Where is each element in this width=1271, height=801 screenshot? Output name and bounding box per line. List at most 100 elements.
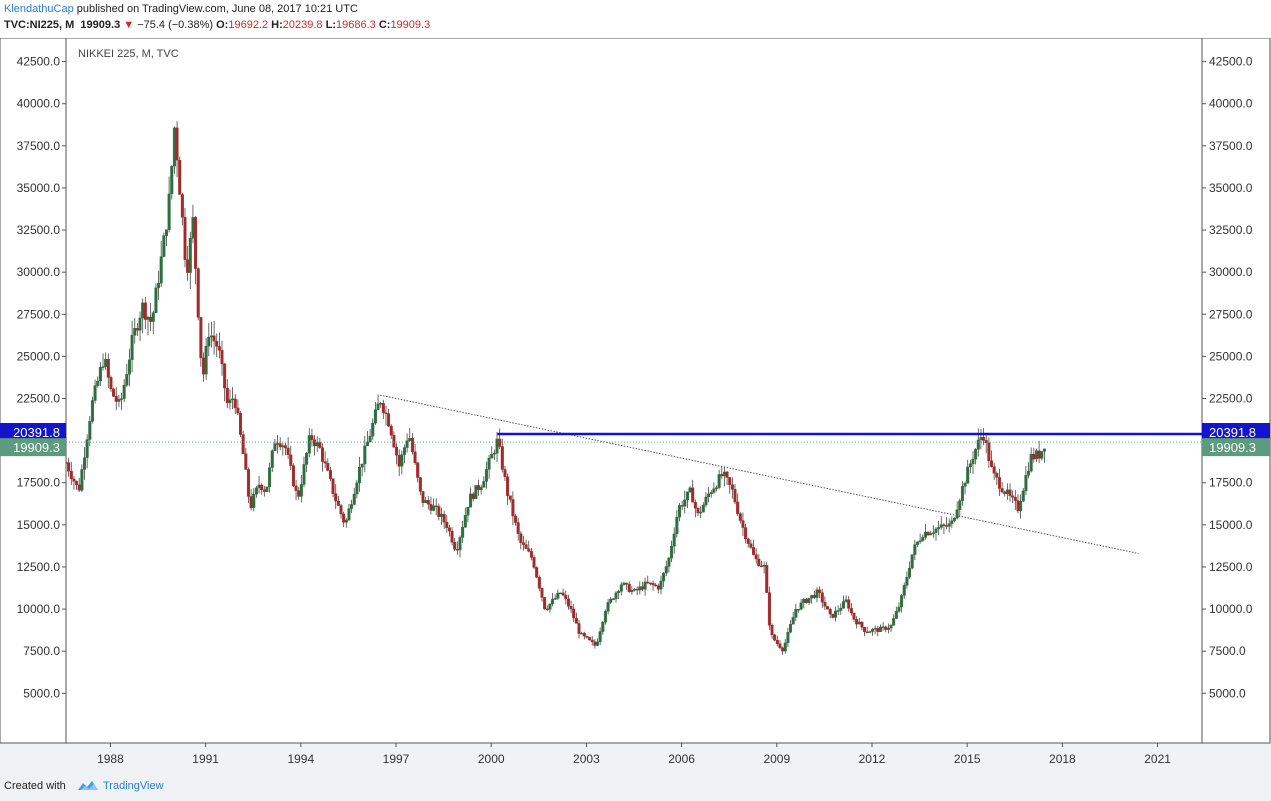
y-tick-label-left: 32500.0 — [17, 223, 61, 237]
candle-body — [812, 594, 816, 598]
candle-body — [804, 599, 808, 603]
candle-body — [69, 471, 73, 480]
candle-body — [696, 508, 700, 514]
x-tick-label: 2021 — [1144, 752, 1171, 766]
candle-body — [807, 597, 811, 603]
candle-body — [638, 586, 642, 591]
candle-body — [191, 217, 195, 239]
candle-body — [799, 602, 803, 610]
candle-body — [1024, 475, 1028, 492]
candle-body — [527, 548, 531, 552]
candle-body — [498, 438, 502, 447]
candle-body — [434, 505, 438, 507]
y-tick-label-left: 10000.0 — [17, 602, 61, 616]
candle-body — [942, 524, 946, 526]
candle-body — [188, 238, 192, 273]
candle-body — [876, 628, 880, 632]
candle-body — [323, 461, 327, 464]
candle-body — [535, 567, 539, 578]
right-price-axis — [1201, 38, 1271, 744]
candle-body — [207, 336, 211, 347]
candle-body — [93, 385, 97, 401]
candle-body — [1011, 495, 1015, 498]
candle-body — [307, 435, 311, 454]
candle-body — [291, 465, 295, 487]
candle-body — [939, 524, 943, 528]
candle-body — [775, 639, 779, 644]
candle-body — [358, 467, 362, 484]
last-price-tag-right-bg — [1202, 438, 1270, 457]
author-link[interactable]: KlendathuCap — [4, 3, 74, 15]
open-value: 19692.2 — [228, 19, 269, 31]
candle-body — [680, 505, 684, 507]
candle-body — [220, 350, 224, 365]
y-tick-label-left: 25000.0 — [17, 349, 61, 363]
candle-body — [286, 447, 290, 456]
candle-body — [519, 533, 523, 543]
candle-body — [1013, 497, 1017, 501]
candle-body — [913, 544, 917, 555]
y-tick-label-right: 32500.0 — [1209, 223, 1253, 237]
candle-body — [511, 499, 515, 517]
candle-body — [966, 466, 970, 484]
candle-body — [770, 625, 774, 636]
candle-body — [688, 487, 692, 493]
price-change: −75.4 (−0.38%) — [137, 19, 214, 31]
y-tick-label-right: 25000.0 — [1209, 349, 1253, 363]
candle-body — [154, 287, 158, 313]
candle-body — [529, 551, 533, 558]
y-tick-label-left: 15000.0 — [17, 518, 61, 532]
candle-body — [744, 527, 748, 540]
candle-body — [857, 621, 861, 625]
candle-body — [402, 447, 406, 455]
candle-body — [482, 481, 486, 488]
low-label: L: — [325, 19, 336, 31]
y-tick-label-right: 17500.0 — [1209, 476, 1253, 490]
candle-body — [283, 445, 287, 449]
candle-body — [833, 610, 837, 618]
candle-body — [577, 623, 581, 634]
candle-body — [389, 425, 393, 436]
down-arrow-icon: ▼ — [123, 19, 135, 31]
candle-body — [246, 469, 250, 497]
tradingview-brand[interactable]: TradingView — [103, 780, 164, 792]
y-tick-label-right: 5000.0 — [1209, 686, 1246, 700]
candle-body — [146, 316, 150, 320]
candle-body — [923, 532, 927, 538]
y-tick-label-right: 7500.0 — [1209, 644, 1246, 658]
candle-body — [408, 438, 412, 441]
candle-body — [143, 302, 147, 320]
candle-body — [83, 457, 87, 470]
candle-body — [614, 592, 618, 600]
y-tick-label-right: 30000.0 — [1209, 265, 1253, 279]
tradingview-logo-icon[interactable] — [77, 778, 99, 792]
candle-body — [172, 127, 176, 167]
candle-body — [897, 606, 901, 612]
candle-body — [855, 619, 859, 625]
high-label: H: — [271, 19, 283, 31]
candle-body — [479, 487, 483, 490]
candle-body — [75, 481, 79, 485]
candle-body — [699, 511, 703, 514]
candle-body — [781, 647, 785, 652]
candle-body — [878, 626, 882, 632]
candle-body — [297, 490, 301, 497]
y-tick-label-left: 12500.0 — [17, 560, 61, 574]
candle-body — [791, 617, 795, 625]
candle-body — [231, 398, 235, 401]
candle-body — [836, 610, 840, 612]
candle-body — [841, 601, 845, 609]
symbol-name[interactable]: TVC:NI225, M — [4, 19, 75, 31]
candle-body — [350, 504, 354, 509]
candle-body — [540, 587, 544, 598]
candle-body — [130, 335, 134, 360]
candle-body — [558, 592, 562, 595]
candle-body — [767, 592, 771, 626]
candle-body — [432, 505, 436, 511]
price-chart[interactable]: 5000.0 5000.0 7500.0 7500.0 10000.0 10000.0 12… — [0, 38, 1271, 772]
candle-body — [709, 492, 713, 495]
candle-body — [952, 518, 956, 521]
candle-body — [884, 626, 888, 630]
y-tick-label-left: 17500.0 — [17, 476, 61, 490]
candle-body — [487, 457, 491, 470]
